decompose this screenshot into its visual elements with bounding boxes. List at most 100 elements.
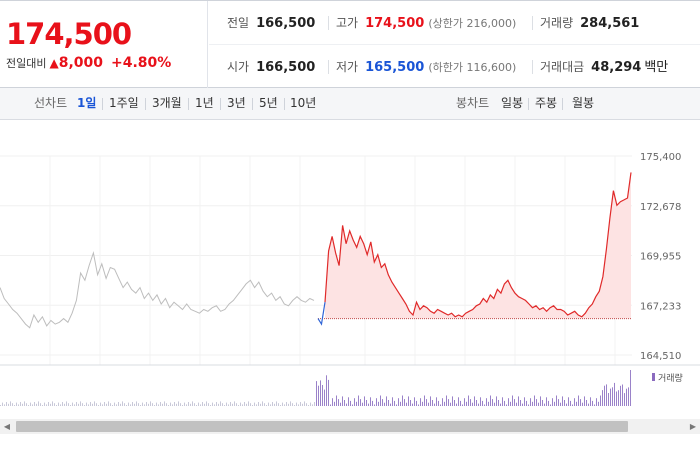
volume-bar — [186, 404, 187, 406]
volume-bar — [442, 398, 443, 406]
volume-bar — [36, 403, 37, 406]
volume-bar — [552, 398, 553, 406]
volume-bar — [390, 403, 391, 406]
volume-bar — [600, 395, 601, 406]
volume-bar — [360, 399, 361, 406]
volume-bar — [70, 405, 71, 406]
volume-bar — [432, 400, 433, 406]
scroll-thumb[interactable] — [16, 421, 628, 432]
volume-bar — [468, 395, 469, 406]
volume-bar — [120, 403, 121, 406]
volume-bar — [626, 388, 627, 406]
volume-bar — [388, 400, 389, 406]
period-1y[interactable]: 1년 — [195, 96, 214, 110]
volume-bar — [542, 400, 543, 406]
volume-bar — [372, 400, 373, 406]
volume-bar — [440, 404, 441, 406]
volume-bar — [410, 400, 411, 406]
volume-bar — [306, 403, 307, 406]
scroll-right-icon[interactable]: ▶ — [689, 422, 697, 431]
scroll-left-icon[interactable]: ◀ — [3, 422, 11, 431]
volume-bar — [630, 370, 631, 406]
volume-bar — [602, 390, 603, 406]
volume-bar — [104, 402, 105, 406]
period-1w[interactable]: 1주일 — [109, 96, 139, 110]
volume-bar — [584, 396, 585, 406]
volume-bar — [556, 395, 557, 406]
volume-bar — [208, 403, 209, 406]
period-3m[interactable]: 3개월 — [152, 96, 182, 110]
period-10y[interactable]: 10년 — [290, 96, 317, 110]
volume-bar — [530, 398, 531, 406]
prev-close-value: 166,500 — [256, 16, 316, 31]
period-1d[interactable]: 1일 — [77, 96, 97, 110]
volume-bar — [78, 403, 79, 406]
volume-bar — [448, 399, 449, 406]
candle-daily[interactable]: 일봉 — [501, 96, 524, 110]
volume-bar — [266, 405, 267, 406]
volume-bar — [594, 404, 595, 406]
volume-bar — [270, 404, 271, 406]
volume-bar — [548, 400, 549, 406]
volume-bar — [338, 399, 339, 406]
volume-bar — [136, 401, 137, 406]
lower-limit: (하한가 116,600) — [428, 61, 517, 74]
volume-bar — [294, 405, 295, 406]
volume-bar — [54, 403, 55, 406]
volume-bar — [264, 403, 265, 406]
volume-bar — [590, 397, 591, 406]
volume-bar — [148, 403, 149, 406]
volume-bar — [172, 404, 173, 406]
candle-weekly[interactable]: 주봉 — [535, 96, 558, 110]
volume-bar — [80, 401, 81, 406]
divider — [220, 98, 221, 110]
volume-bar — [472, 402, 473, 406]
candle-monthly[interactable]: 월봉 — [572, 96, 595, 110]
volume-bar — [128, 402, 129, 406]
volume-bar — [414, 397, 415, 406]
volume-bar — [174, 402, 175, 406]
volume-bar — [534, 395, 535, 406]
volume-bar — [418, 404, 419, 406]
volume-bar — [110, 403, 111, 406]
volume-bar — [430, 396, 431, 406]
volume-bar — [332, 398, 333, 406]
volume-bar — [562, 396, 563, 406]
divider — [328, 16, 329, 30]
volume-bar — [98, 405, 99, 406]
horizontal-scrollbar[interactable]: ◀ ▶ — [0, 419, 700, 434]
volume-bar — [608, 393, 609, 406]
volume-bar — [4, 404, 5, 406]
volume-bar — [240, 402, 241, 406]
volume-bar — [618, 390, 619, 406]
volume-bar — [220, 401, 221, 406]
volume-bar — [124, 403, 125, 406]
volume-bar — [382, 399, 383, 406]
volume-bars — [0, 370, 631, 406]
volume-bar — [482, 400, 483, 406]
low-label: 저가 — [336, 60, 359, 74]
volume-legend: 거래량 — [658, 372, 683, 384]
volume-bar — [14, 405, 15, 406]
volume-bar — [546, 397, 547, 406]
today-area-fill — [325, 172, 631, 319]
divider — [532, 60, 533, 74]
volume-bar — [156, 402, 157, 406]
volume-bar — [274, 403, 275, 406]
volume-bar — [628, 387, 629, 406]
change-percent: +4.80% — [111, 55, 172, 71]
volume-bar — [596, 398, 597, 406]
period-5y[interactable]: 5년 — [259, 96, 278, 110]
volume-bar — [366, 400, 367, 406]
volume-bar — [154, 405, 155, 406]
volume-bar — [130, 404, 131, 406]
line-chart-label: 선차트 — [34, 96, 68, 110]
divider — [528, 98, 529, 110]
volume-bar — [392, 397, 393, 406]
period-3y[interactable]: 3년 — [227, 96, 246, 110]
divider — [102, 98, 103, 110]
volume-bar — [212, 402, 213, 406]
volume-bar — [194, 403, 195, 406]
volume-bar — [242, 404, 243, 406]
volume-bar — [22, 403, 23, 406]
